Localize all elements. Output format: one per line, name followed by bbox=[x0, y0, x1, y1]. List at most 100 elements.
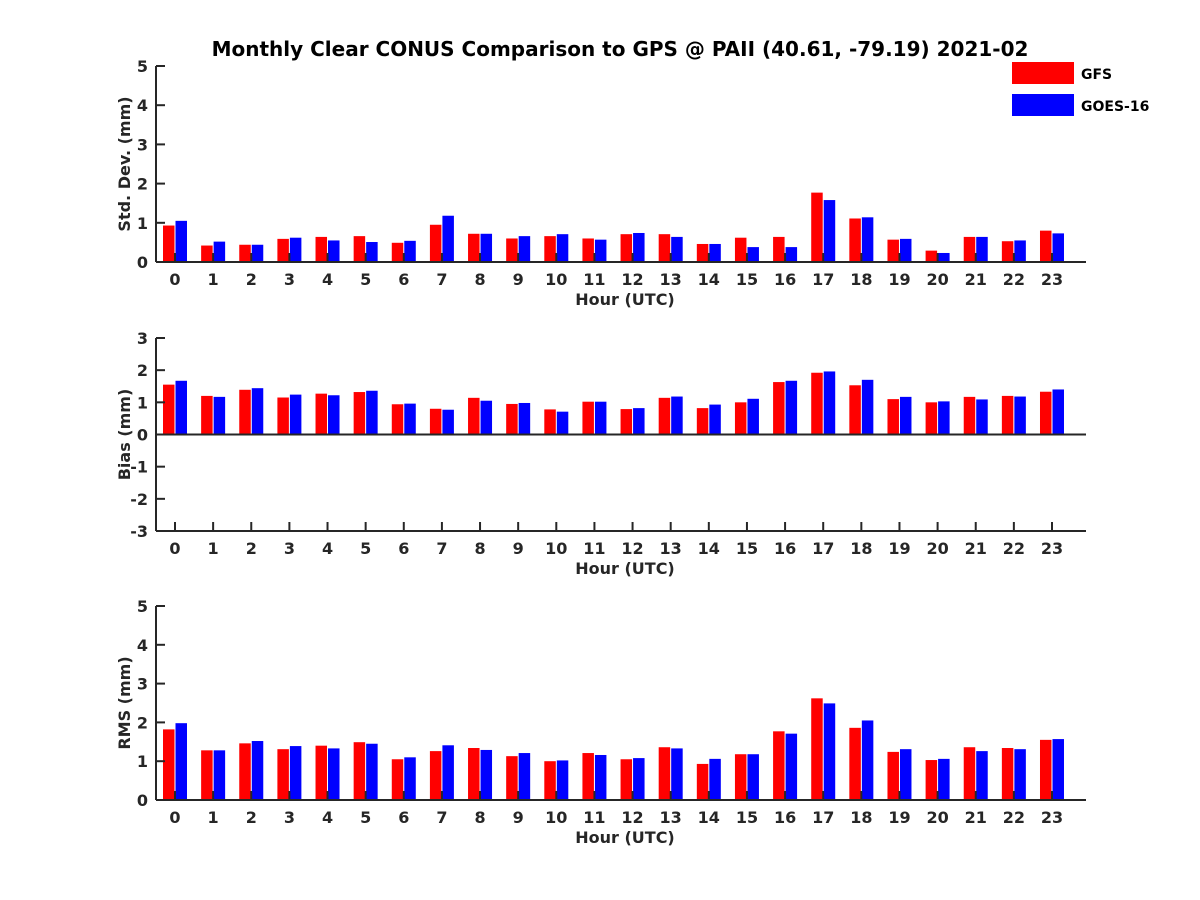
rms-bar-goes16-hour-19 bbox=[899, 749, 912, 800]
bias-x-tick-label: 23 bbox=[1041, 539, 1063, 558]
std-dev-bar-gfs-hour-10 bbox=[544, 236, 556, 262]
std-dev-bar-goes16-hour-19 bbox=[899, 238, 912, 262]
std-dev-bar-gfs-hour-12 bbox=[620, 234, 633, 262]
std-dev-x-tick-label: 20 bbox=[926, 270, 948, 289]
rms-x-tick-label: 11 bbox=[583, 808, 605, 827]
std-dev-bar-goes16-hour-9 bbox=[518, 236, 531, 262]
bias-y-tick-label: 2 bbox=[137, 361, 148, 380]
rms-bar-gfs-hour-23 bbox=[1039, 739, 1052, 800]
std-dev-x-tick-label: 19 bbox=[888, 270, 910, 289]
std-dev-x-tick-label: 14 bbox=[698, 270, 720, 289]
std-dev-bar-gfs-hour-15 bbox=[734, 237, 747, 262]
rms-bar-goes16-hour-10 bbox=[556, 760, 569, 800]
bias-y-axis-label: Bias (mm) bbox=[115, 389, 134, 481]
bias-bar-goes16-hour-0 bbox=[175, 380, 187, 435]
rms-bar-gfs-hour-7 bbox=[429, 751, 442, 800]
bias-x-tick-label: 15 bbox=[736, 539, 758, 558]
bias-bar-goes16-hour-8 bbox=[480, 400, 493, 435]
std-dev-bar-gfs-hour-18 bbox=[849, 218, 861, 262]
rms-bar-gfs-hour-17 bbox=[811, 698, 823, 800]
std-dev-bar-gfs-hour-3 bbox=[277, 238, 289, 262]
bias-bar-goes16-hour-21 bbox=[976, 399, 988, 435]
std-dev-x-tick-label: 7 bbox=[436, 270, 447, 289]
rms-y-tick-label: 0 bbox=[137, 791, 148, 810]
legend-swatch-goes16 bbox=[1012, 94, 1074, 116]
std-dev-x-tick-label: 22 bbox=[1003, 270, 1025, 289]
bias-x-tick-label: 17 bbox=[812, 539, 834, 558]
rms-bar-goes16-hour-16 bbox=[785, 733, 798, 800]
figure-title: Monthly Clear CONUS Comparison to GPS @ … bbox=[212, 37, 1029, 61]
rms-x-tick-label: 6 bbox=[398, 808, 409, 827]
rms-x-tick-label: 19 bbox=[888, 808, 910, 827]
bias-x-tick-label: 5 bbox=[360, 539, 371, 558]
std-dev-bar-goes16-hour-17 bbox=[823, 200, 836, 262]
rms-x-tick-label: 15 bbox=[736, 808, 758, 827]
std-dev-y-tick-label: 4 bbox=[137, 96, 148, 115]
std-dev-bar-goes16-hour-11 bbox=[594, 239, 607, 262]
std-dev-x-tick-label: 13 bbox=[660, 270, 682, 289]
rms-bar-gfs-hour-10 bbox=[544, 761, 556, 800]
rms-x-tick-label: 22 bbox=[1003, 808, 1025, 827]
std-dev-x-tick-label: 4 bbox=[322, 270, 333, 289]
bias-bar-goes16-hour-14 bbox=[709, 404, 721, 435]
bias-bar-gfs-hour-4 bbox=[315, 393, 328, 435]
bias-x-axis-label: Hour (UTC) bbox=[575, 559, 675, 578]
std-dev-bar-goes16-hour-22 bbox=[1014, 240, 1026, 262]
bias-x-tick-label: 18 bbox=[850, 539, 872, 558]
bias-bar-goes16-hour-13 bbox=[671, 396, 683, 435]
rms-x-tick-label: 12 bbox=[621, 808, 643, 827]
bias-bar-gfs-hour-13 bbox=[658, 397, 671, 435]
rms-x-tick-label: 0 bbox=[169, 808, 180, 827]
rms-bar-gfs-hour-15 bbox=[734, 754, 747, 800]
bias-x-tick-label: 6 bbox=[398, 539, 409, 558]
bias-x-tick-label: 19 bbox=[888, 539, 910, 558]
bias-bar-gfs-hour-21 bbox=[963, 396, 976, 435]
std-dev-x-tick-label: 0 bbox=[169, 270, 180, 289]
bias-bar-goes16-hour-15 bbox=[747, 398, 759, 435]
rms-bar-gfs-hour-12 bbox=[620, 759, 633, 800]
bias-x-tick-label: 3 bbox=[284, 539, 295, 558]
bias-bar-goes16-hour-3 bbox=[289, 394, 302, 435]
rms-bar-gfs-hour-9 bbox=[506, 756, 518, 800]
rms-y-tick-label: 5 bbox=[137, 597, 148, 616]
std-dev-bar-goes16-hour-6 bbox=[404, 240, 416, 262]
legend-swatch-gfs bbox=[1012, 62, 1074, 84]
rms-bar-goes16-hour-13 bbox=[671, 748, 683, 800]
bias-bar-goes16-hour-4 bbox=[328, 395, 340, 435]
bias-x-tick-label: 22 bbox=[1003, 539, 1025, 558]
legend: GFS GOES-16 bbox=[1012, 62, 1149, 116]
rms-bar-goes16-hour-9 bbox=[518, 753, 531, 800]
rms-bar-goes16-hour-17 bbox=[823, 703, 836, 800]
std-dev-bar-goes16-hour-20 bbox=[938, 252, 950, 262]
std-dev-x-tick-label: 21 bbox=[965, 270, 987, 289]
bias-bar-goes16-hour-18 bbox=[861, 379, 874, 435]
rms-bar-goes16-hour-11 bbox=[594, 754, 607, 800]
bias-x-tick-label: 10 bbox=[545, 539, 567, 558]
std-dev-x-tick-label: 12 bbox=[621, 270, 643, 289]
std-dev-bar-gfs-hour-11 bbox=[582, 238, 594, 262]
bias-bar-gfs-hour-1 bbox=[201, 395, 213, 435]
std-dev-y-tick-label: 5 bbox=[137, 57, 148, 76]
std-dev-bar-goes16-hour-15 bbox=[747, 247, 759, 262]
rms-x-tick-label: 9 bbox=[513, 808, 524, 827]
rms-x-tick-label: 17 bbox=[812, 808, 834, 827]
bias-bar-goes16-hour-10 bbox=[556, 411, 569, 435]
std-dev-bar-gfs-hour-14 bbox=[696, 243, 709, 262]
std-dev-bar-goes16-hour-18 bbox=[861, 217, 874, 262]
bias-x-tick-label: 0 bbox=[169, 539, 180, 558]
std-dev-bar-gfs-hour-4 bbox=[315, 236, 328, 262]
rms-y-tick-label: 3 bbox=[137, 675, 148, 694]
bias-x-tick-label: 8 bbox=[474, 539, 485, 558]
std-dev-bar-goes16-hour-13 bbox=[671, 236, 683, 262]
rms-y-axis-label: RMS (mm) bbox=[115, 656, 134, 749]
std-dev-bar-gfs-hour-1 bbox=[201, 245, 213, 262]
bias-bar-gfs-hour-8 bbox=[468, 397, 480, 435]
std-dev-bar-gfs-hour-13 bbox=[658, 234, 671, 262]
std-dev-bar-gfs-hour-0 bbox=[163, 225, 175, 262]
bias-y-tick-label: 3 bbox=[137, 329, 148, 348]
std-dev-bar-goes16-hour-23 bbox=[1052, 233, 1064, 262]
std-dev-x-tick-label: 10 bbox=[545, 270, 567, 289]
bias-y-tick-label: -1 bbox=[130, 458, 148, 477]
rms-bar-goes16-hour-20 bbox=[938, 758, 950, 800]
